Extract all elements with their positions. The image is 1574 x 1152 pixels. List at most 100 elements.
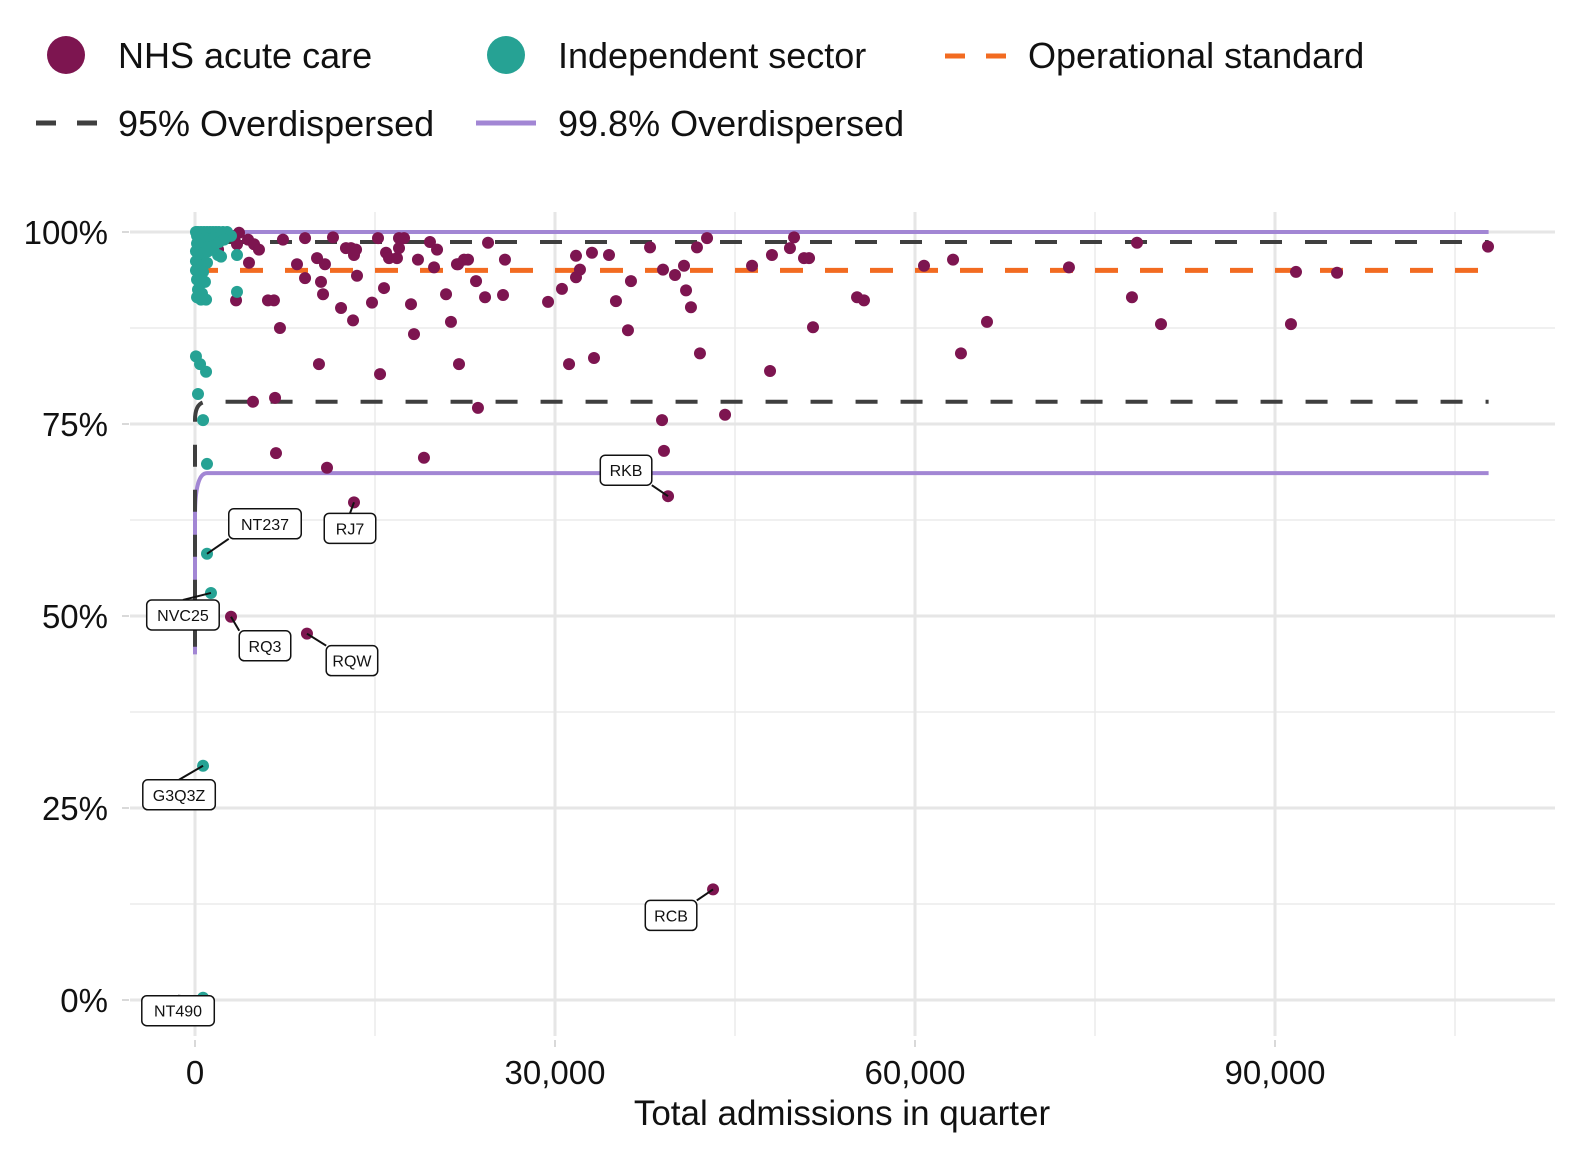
legend-label-95: 95% Overdispersed [118,103,434,144]
data-point [1482,240,1494,253]
data-point [243,256,255,269]
data-point [693,347,706,360]
annotation-connector [230,616,241,632]
data-point [1125,291,1138,304]
data-point [312,358,325,371]
annotation-label: NT490 [154,1004,202,1021]
data-point [807,321,819,334]
data-point [453,358,465,371]
y-tick-label: 100% [24,214,108,251]
data-point [542,295,555,308]
data-point [350,243,363,256]
data-point [231,238,243,251]
data-point [1155,318,1167,331]
data-point [215,250,228,263]
data-point [1290,265,1302,278]
annotation-label: RQ3 [249,639,282,656]
annotation-label: NT237 [241,517,289,534]
data-point [318,258,331,271]
data-point [746,259,759,272]
data-point [299,232,312,245]
annotation-box [323,512,377,545]
data-point [1131,236,1143,249]
data-point [1331,266,1344,279]
annotation-connector [182,591,212,601]
annotation-rqw: RQW [306,632,379,677]
legend: NHS acute care Independent sector Operat… [36,35,1364,144]
data-point [374,368,387,381]
data-point [690,241,703,254]
annotation-label: RKB [610,463,643,480]
legend-item-95-overdispersed[interactable]: 95% Overdispersed [36,103,434,144]
data-point [585,246,598,259]
data-point [656,414,669,427]
x-tick-label: 30,000 [505,1054,606,1091]
data-point [444,315,457,328]
data-point [347,314,360,327]
annotation-box [644,899,698,932]
data-point [315,275,327,288]
annotation-connector [349,501,355,514]
data-point [764,365,777,378]
data-point [621,324,634,337]
data-point [570,249,582,262]
data-point [411,253,424,266]
x-axis-title: Total admissions in quarter [634,1094,1051,1133]
data-point [471,401,484,414]
annotation-box [228,508,302,540]
data-point [423,235,436,248]
y-tick-label: 0% [60,982,108,1019]
data-point [200,365,213,378]
series-nhs-acute-care [195,226,1494,896]
annotation-label: G3Q3Z [153,788,206,805]
data-point [201,457,213,470]
series-independent-sector [189,226,243,1004]
data-point [497,288,510,301]
annotation-connector [306,632,327,647]
data-point [573,263,586,276]
data-point [201,245,214,258]
data-point [918,259,930,272]
annotation-label: RJ7 [336,521,365,538]
data-point [417,451,430,464]
data-point [393,242,405,255]
data-point [624,275,637,288]
data-point [1284,318,1297,331]
legend-item-998-overdispersed[interactable]: 99.8% Overdispersed [476,103,904,144]
annotation-rcb: RCB [644,888,714,932]
data-point [198,275,211,288]
data-point [270,447,282,460]
annotation-nt490: NT490 [141,994,216,1027]
data-point [231,285,243,298]
legend-item-independent[interactable]: Independent sector [487,35,866,76]
annotation-label: RCB [654,908,688,925]
data-point [366,296,378,309]
data-point [273,322,286,334]
data-point [246,395,259,408]
data-point [200,293,213,306]
data-point [276,233,289,246]
gridlines [130,212,1555,1036]
annotation-box [142,779,217,811]
data-point [765,249,778,262]
data-point [678,259,690,272]
data-point [390,252,403,265]
data-point [321,461,333,474]
legend-item-operational-standard[interactable]: Operational standard [945,35,1364,76]
data-point [1062,261,1075,274]
data-point [719,408,732,421]
data-point [788,231,801,244]
annotation-rkb: RKB [599,454,669,498]
data-point [378,282,390,295]
annotation-box [145,599,220,631]
x-tick-label: 60,000 [865,1054,966,1091]
data-point [267,294,280,307]
data-point [563,358,576,371]
annotation-connector [651,484,669,498]
legend-label-998: 99.8% Overdispersed [558,103,904,144]
legend-item-nhs[interactable]: NHS acute care [47,35,372,76]
annotation-rq3: RQ3 [230,616,292,662]
data-point [440,288,453,301]
legend-label-independent: Independent sector [558,35,866,76]
